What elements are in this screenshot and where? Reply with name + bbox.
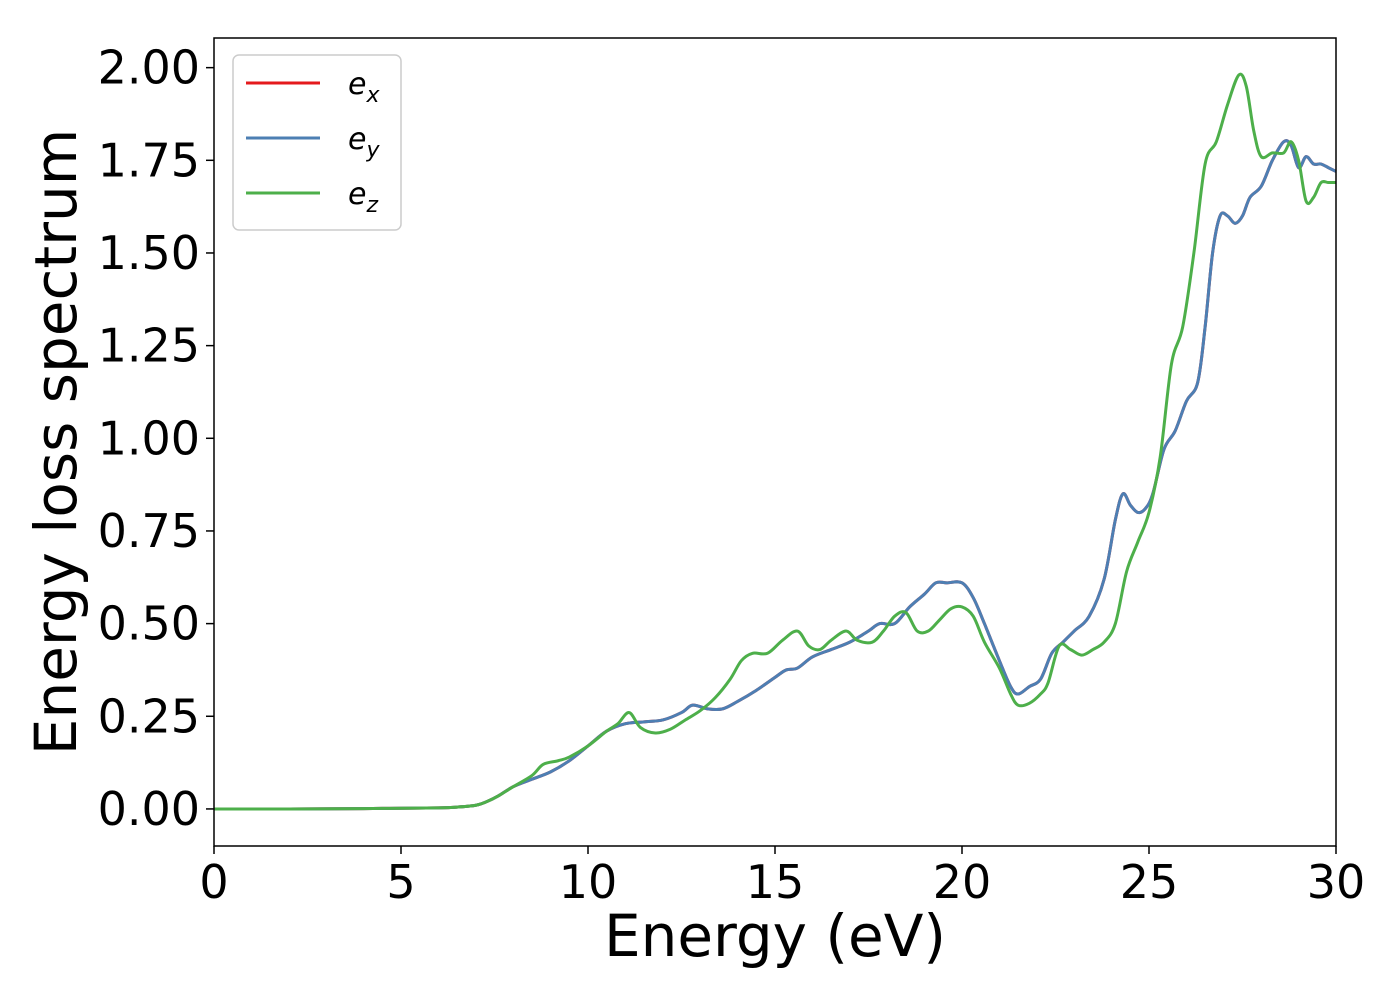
x-axis-title: Energy (eV): [604, 902, 946, 970]
y-tick-label: 1.25: [98, 319, 200, 373]
x-tick-label: 15: [746, 855, 805, 909]
series-line-z: [213, 72, 1336, 811]
y-tick-label: 1.75: [98, 133, 200, 187]
legend-box: [232, 54, 402, 231]
x-tick-label: 10: [559, 855, 618, 909]
legend-label-y: ey: [348, 122, 380, 163]
y-tick-label: 0.00: [98, 782, 200, 836]
legend-label-z: ez: [348, 177, 378, 218]
y-tick-label: 2.00: [98, 41, 200, 95]
y-tick-label: 0.50: [98, 597, 200, 651]
x-tick-label: 0: [199, 855, 228, 909]
y-axis: 0.00 0.25 0.50 0.75 1.00 1.25 1.50 1.75 2.00: [98, 41, 214, 836]
y-tick-label: 0.75: [98, 504, 200, 558]
y-tick-label: 1.50: [98, 226, 200, 280]
x-tick-label: 20: [933, 855, 992, 909]
x-axis: 0 5 10 15 20 25 30: [199, 846, 1365, 909]
legend-label-x: ex: [348, 67, 380, 108]
legend: ex ey ez: [232, 54, 402, 231]
y-axis-title: Energy loss spectrum: [22, 129, 90, 755]
x-tick-label: 30: [1307, 855, 1366, 909]
y-tick-label: 1.00: [98, 411, 200, 465]
x-tick-label: 25: [1120, 855, 1179, 909]
x-tick-label: 5: [386, 855, 415, 909]
series-layer: [213, 72, 1337, 811]
y-tick-label: 0.25: [98, 689, 200, 743]
